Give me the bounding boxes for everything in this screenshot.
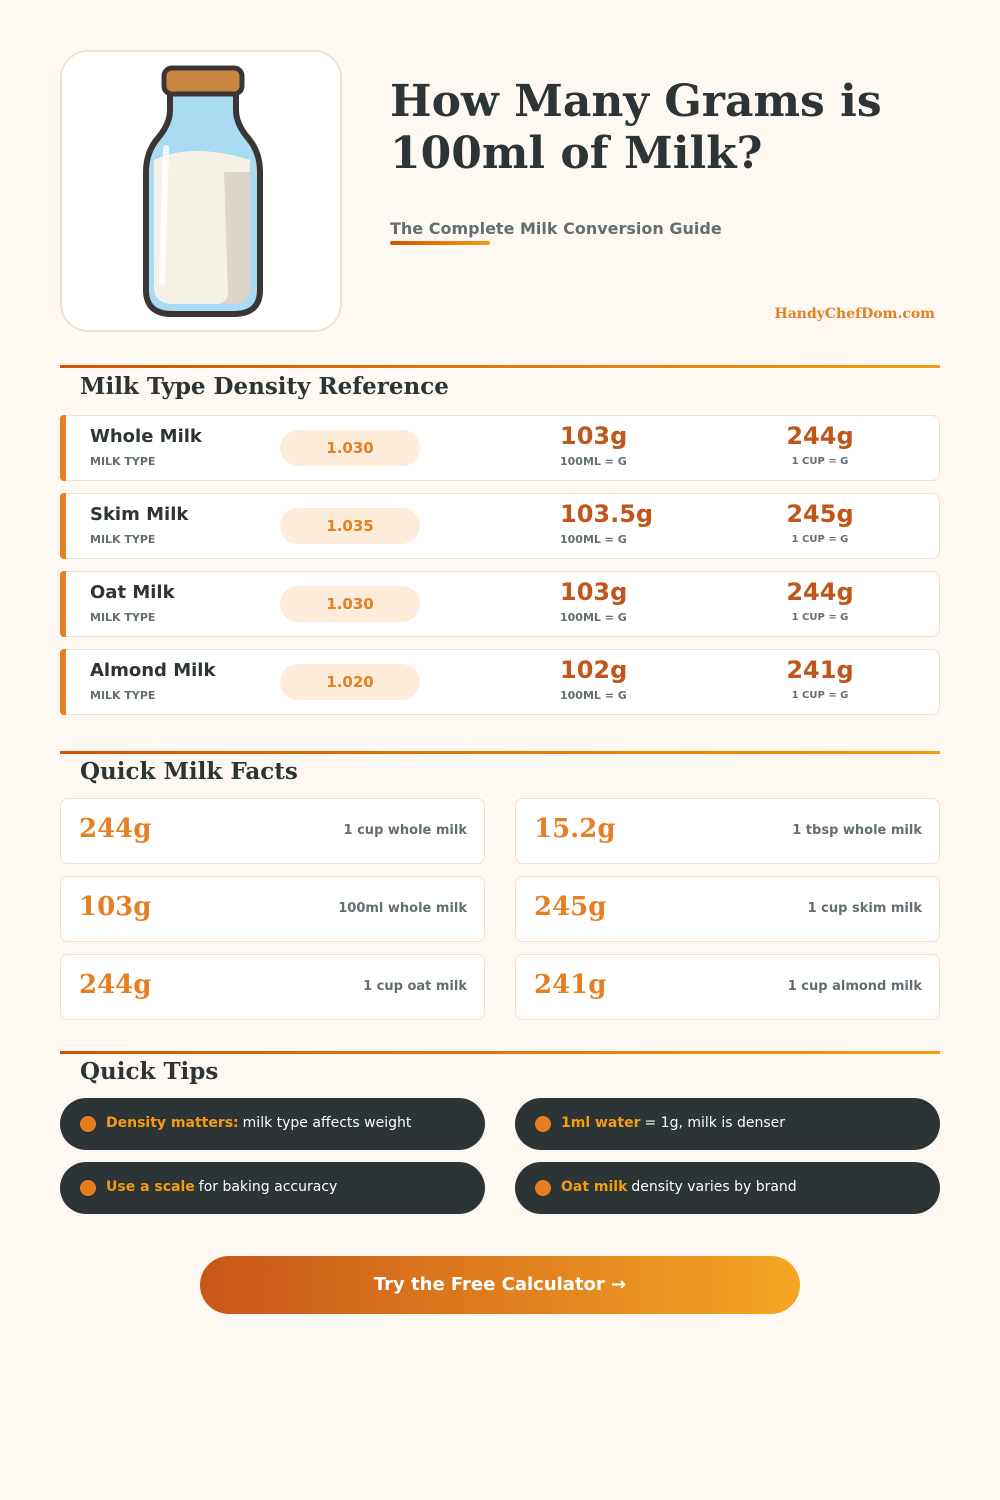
type-label: MILK TYPE (90, 689, 156, 702)
milk-name: Almond Milk (90, 660, 216, 681)
fact-label: 100ml whole milk (338, 901, 467, 916)
tip-dot (80, 1116, 96, 1132)
fact-label: 1 tbsp whole milk (792, 823, 922, 838)
fact-card: 244g 1 cup oat milk (60, 954, 485, 1020)
section-heading: Quick Milk Facts (80, 758, 298, 785)
grams-label: 100ML = G (560, 689, 627, 702)
cup-label: 1 CUP = G (791, 456, 849, 467)
milk-name: Whole Milk (90, 426, 202, 447)
tip-text: 1ml water = 1g, milk is denser (561, 1115, 785, 1131)
fact-card: 15.2g 1 tbsp whole milk (515, 798, 940, 864)
section-heading: Milk Type Density Reference (80, 373, 449, 400)
cup-value: 244g (786, 578, 854, 606)
image-card (60, 50, 342, 332)
divider (60, 365, 940, 368)
row-accent (60, 571, 66, 637)
density-value: 1.030 (280, 430, 420, 466)
density-row: Almond Milk MILK TYPE 1.020 102g 100ML = G 24… (60, 649, 940, 715)
fact-label: 1 cup oat milk (363, 979, 467, 994)
tip-highlight: Oat milk (561, 1179, 628, 1195)
tip-dot (535, 1180, 551, 1196)
subtitle: The Complete Milk Conversion Guide (390, 219, 722, 238)
grams-label: 100ML = G (560, 611, 627, 624)
density-row: Oat Milk MILK TYPE 1.030 103g 100ML = G 244g 1… (60, 571, 940, 637)
tip-highlight: 1ml water (561, 1115, 641, 1131)
row-accent (60, 649, 66, 715)
fact-value: 103g (79, 892, 152, 922)
fact-label: 1 cup almond milk (787, 979, 922, 994)
tip-pill: Oat milk density varies by brand (515, 1162, 940, 1214)
site-name: HandyChefDom.com (774, 306, 936, 322)
tip-text: Oat milk density varies by brand (561, 1179, 797, 1195)
tip-highlight: Density matters: (106, 1115, 239, 1131)
density-value: 1.020 (280, 664, 420, 700)
grams-value: 103.5g (560, 500, 654, 528)
milk-name: Oat Milk (90, 582, 175, 603)
cup-label: 1 CUP = G (791, 534, 849, 545)
fact-value: 244g (79, 814, 152, 844)
fact-value: 15.2g (534, 814, 616, 844)
fact-value: 241g (534, 970, 607, 1000)
fact-value: 244g (79, 970, 152, 1000)
tip-body: for baking accuracy (198, 1179, 338, 1195)
tip-body: density varies by brand (631, 1179, 797, 1195)
tip-highlight: Use a scale (106, 1179, 195, 1195)
fact-card: 245g 1 cup skim milk (515, 876, 940, 942)
grams-label: 100ML = G (560, 455, 627, 468)
fact-card: 103g 100ml whole milk (60, 876, 485, 942)
tip-dot (80, 1180, 96, 1196)
grams-label: 100ML = G (560, 533, 627, 546)
row-accent (60, 415, 66, 481)
tip-body: = 1g, milk is denser (644, 1115, 786, 1131)
fact-label: 1 cup skim milk (807, 901, 922, 916)
row-accent (60, 493, 66, 559)
density-value: 1.030 (280, 586, 420, 622)
cta-button[interactable]: Try the Free Calculator → (200, 1256, 800, 1314)
cup-label: 1 CUP = G (791, 690, 849, 701)
milk-bottle-icon (143, 65, 263, 317)
grams-value: 102g (560, 656, 628, 684)
title: How Many Grams is 100ml of Milk? (390, 76, 882, 179)
density-row: Skim Milk MILK TYPE 1.035 103.5g 100ML = G 24… (60, 493, 940, 559)
divider (60, 751, 940, 754)
cup-value: 245g (786, 500, 854, 528)
grams-value: 103g (560, 578, 628, 606)
type-label: MILK TYPE (90, 611, 156, 624)
divider (60, 1051, 940, 1054)
tip-pill: Use a scale for baking accuracy (60, 1162, 485, 1214)
tip-pill: 1ml water = 1g, milk is denser (515, 1098, 940, 1150)
tip-text: Density matters: milk type affects weight (106, 1115, 411, 1131)
fact-label: 1 cup whole milk (343, 823, 467, 838)
tip-body: milk type affects weight (242, 1115, 412, 1131)
tip-dot (535, 1116, 551, 1132)
density-value: 1.035 (280, 508, 420, 544)
fact-card: 244g 1 cup whole milk (60, 798, 485, 864)
tip-pill: Density matters: milk type affects weight (60, 1098, 485, 1150)
fact-value: 245g (534, 892, 607, 922)
milk-name: Skim Milk (90, 504, 189, 525)
type-label: MILK TYPE (90, 455, 156, 468)
accent-bar (390, 241, 490, 245)
cup-value: 244g (786, 422, 854, 450)
density-row: Whole Milk MILK TYPE 1.030 103g 100ML = G 244… (60, 415, 940, 481)
tip-text: Use a scale for baking accuracy (106, 1179, 337, 1195)
fact-card: 241g 1 cup almond milk (515, 954, 940, 1020)
section-heading: Quick Tips (80, 1058, 219, 1085)
cup-value: 241g (786, 656, 854, 684)
cup-label: 1 CUP = G (791, 612, 849, 623)
type-label: MILK TYPE (90, 533, 156, 546)
grams-value: 103g (560, 422, 628, 450)
